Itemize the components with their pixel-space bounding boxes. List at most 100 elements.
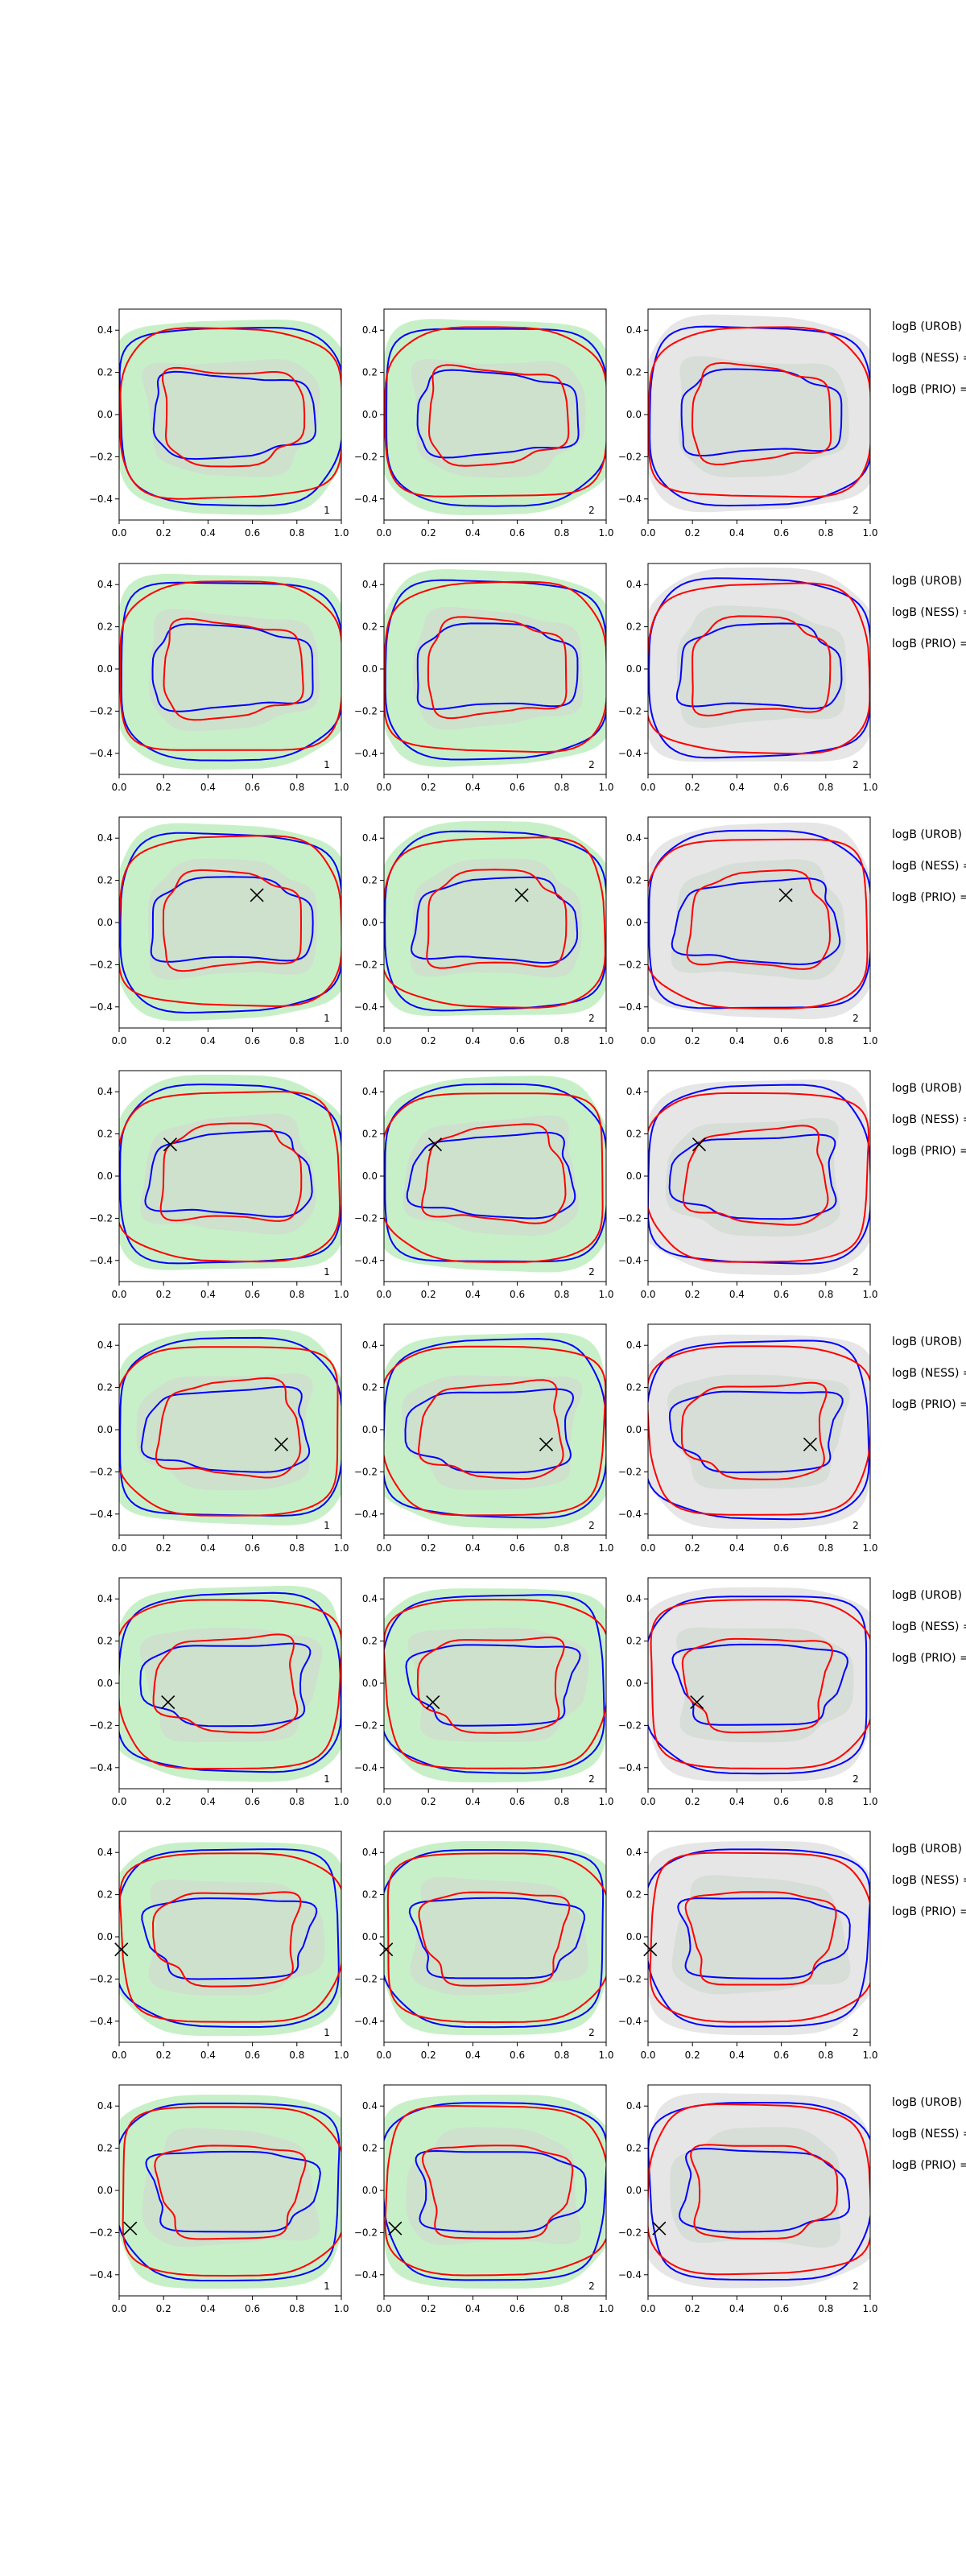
contour-blue_outer: [648, 1340, 870, 1521]
contour-red_outer: [648, 1092, 870, 1263]
contour-red_outer: [648, 2103, 870, 2276]
panel-r6-c3: 0.0 0.2 0.4 0.6 0.8 1.0 0.4 0.2 0.0 −0.2 −0.4 2: [618, 1577, 878, 1807]
x-tick-label: 1.0: [598, 1796, 613, 1807]
panel-r3-c1: 0.0 0.2 0.4 0.6 0.8 1.0 0.4 0.2 0.0 −0.2 −0.4 1: [89, 816, 349, 1046]
panel-r5-c1: 0.0 0.2 0.4 0.6 0.8 1.0 0.4 0.2 0.0 −0.2 −0.4 1: [89, 1323, 349, 1554]
logB-label: logB (UROB) =: [892, 828, 966, 841]
contour-blue_inner: [144, 1130, 313, 1218]
y-tick-label: −0.4: [89, 1509, 113, 1520]
x-tick-label: 0.4: [729, 1796, 745, 1807]
x-tick-label: 0.2: [156, 782, 171, 793]
y-tick-label: −0.4: [89, 1255, 113, 1266]
x-tick-label: 0.4: [200, 1796, 216, 1807]
logB-label: logB (PRIO) =: [892, 1652, 966, 1665]
x-marker: [803, 1437, 818, 1451]
logB-label: logB (UROB) =: [892, 320, 966, 333]
x-marker: [690, 1695, 704, 1710]
x-marker: [388, 2221, 402, 2235]
contour-blue_outer: [119, 832, 341, 1014]
x-tick-label: 0.6: [510, 782, 525, 793]
y-tick-label: 0.4: [362, 324, 378, 336]
x-tick-label: 1.0: [333, 782, 349, 793]
contour-blue_inner: [405, 1644, 581, 1727]
contour-red_outer: [119, 1852, 341, 2023]
density-core: [140, 1113, 316, 1235]
contour-red_inner: [152, 1633, 299, 1734]
x-tick-label: 0.6: [510, 1542, 525, 1554]
y-tick-label: −0.2: [89, 1973, 113, 1984]
x-tick-label: 0.4: [200, 527, 216, 539]
y-tick-label: 0.4: [97, 1340, 113, 1351]
panel-plot-area: [119, 1842, 341, 2037]
y-tick-label: −0.4: [89, 748, 113, 759]
y-tick-label: 0.2: [626, 367, 642, 378]
y-tick-label: −0.4: [354, 1255, 378, 1266]
x-tick-label: 0.0: [111, 782, 126, 793]
x-tick-label: 0.2: [685, 1035, 700, 1046]
panel-label: 2: [588, 1520, 595, 1531]
contour-blue_inner: [139, 1642, 312, 1728]
density-core: [679, 356, 849, 477]
y-tick-label: −0.2: [89, 705, 113, 716]
panel-plot-area: [384, 1840, 606, 2035]
logB-label: logB (UROB) =: [892, 2096, 966, 2109]
y-tick-label: −0.2: [618, 1973, 642, 1984]
y-tick-label: 0.4: [362, 1086, 378, 1097]
panel-r8-c1: 0.0 0.2 0.4 0.6 0.8 1.0 0.4 0.2 0.0 −0.2 −0.4 1: [89, 2084, 349, 2314]
panel-label: 1: [324, 1773, 330, 1785]
x-tick-label: 0.6: [774, 1542, 789, 1554]
density-core: [410, 858, 582, 978]
y-tick-label: −0.4: [618, 2016, 642, 2027]
y-tick-label: 0.0: [626, 663, 642, 675]
y-tick-label: −0.2: [618, 959, 642, 970]
x-tick-label: 0.0: [111, 2303, 126, 2314]
y-tick-label: −0.2: [618, 705, 642, 716]
panel-label: 2: [852, 1520, 859, 1531]
x-tick-label: 0.2: [421, 1796, 436, 1807]
y-tick-label: 0.4: [97, 579, 113, 590]
density-core: [675, 1627, 854, 1743]
y-tick-label: −0.2: [618, 1466, 642, 1477]
x-tick-label: 0.6: [510, 527, 525, 539]
x-tick-label: 0.6: [774, 527, 789, 539]
density-core: [142, 2128, 320, 2248]
contour-red_inner: [427, 364, 570, 467]
x-tick-label: 0.2: [421, 2303, 436, 2314]
x-tick-label: 0.0: [111, 1289, 126, 1300]
y-tick-label: 0.0: [362, 1931, 378, 1942]
contour-red_inner: [416, 1636, 565, 1734]
x-tick-label: 0.4: [465, 1289, 481, 1300]
y-tick-label: 0.4: [626, 2100, 642, 2112]
contour-red_outer: [650, 1599, 870, 1769]
x-tick-label: 0.8: [818, 782, 833, 793]
logB-label: logB (PRIO) =: [892, 891, 966, 904]
y-tick-label: 0.4: [626, 579, 642, 590]
y-tick-label: 0.2: [362, 2143, 378, 2154]
x-tick-label: 0.6: [245, 1289, 260, 1300]
panel-label: 2: [588, 1013, 595, 1024]
panel-r7-c1: 0.0 0.2 0.4 0.6 0.8 1.0 0.4 0.2 0.0 −0.2 −0.4 1: [89, 1831, 349, 2061]
y-tick-label: 0.2: [362, 367, 378, 378]
density-core: [139, 1628, 323, 1743]
y-tick-label: 0.2: [97, 1129, 113, 1140]
y-tick-label: −0.4: [354, 748, 378, 759]
contour-blue_inner: [680, 368, 843, 457]
y-tick-label: −0.4: [618, 1255, 642, 1266]
logB-label: logB (PRIO) =: [892, 383, 966, 396]
y-tick-label: −0.4: [618, 493, 642, 505]
contour-blue_outer: [385, 328, 606, 507]
y-tick-label: −0.2: [354, 1212, 378, 1224]
logB-label: logB (UROB) =: [892, 1335, 966, 1348]
x-tick-label: 1.0: [862, 1796, 877, 1807]
y-tick-label: 0.2: [97, 1382, 113, 1393]
x-tick-label: 0.6: [510, 1796, 525, 1807]
x-tick-label: 0.4: [465, 782, 481, 793]
contour-blue_inner: [145, 2150, 321, 2233]
panel-label: 2: [852, 1773, 859, 1785]
x-tick-label: 0.4: [465, 1035, 481, 1046]
y-tick-label: −0.4: [354, 493, 378, 505]
panel-label: 1: [324, 2281, 330, 2292]
y-tick-label: 0.0: [626, 1170, 642, 1182]
x-tick-label: 0.2: [156, 2050, 171, 2061]
x-tick-label: 1.0: [333, 1289, 349, 1300]
